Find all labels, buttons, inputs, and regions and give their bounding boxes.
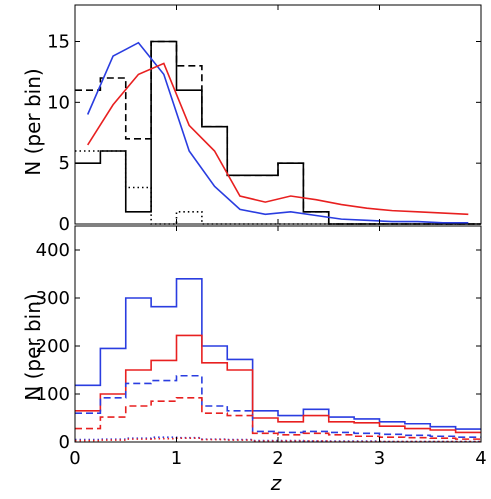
x-tick-label: 1 [171, 448, 182, 469]
y-tick-label: 300 [36, 288, 70, 309]
step-series-solid-1 [75, 334, 481, 434]
line-series-0 [86, 41, 469, 224]
y-tick-label: 5 [59, 153, 70, 174]
x-axis-label: z [270, 471, 282, 495]
y-tick-label: 10 [47, 92, 70, 113]
top-panel: 0 5 10 15 [47, 4, 482, 235]
x-tick-label: 3 [374, 448, 385, 469]
step-series-solid-0 [75, 278, 481, 430]
x-tick-label: 0 [69, 448, 80, 469]
bottom-panel: 0 100 200 300 400 0 1 2 3 4 [36, 225, 487, 469]
step-series-dashed-1 [75, 40, 481, 225]
step-series-dashed-2 [75, 374, 481, 438]
y-tick-label: 200 [36, 336, 70, 357]
x-tick-label: 2 [272, 448, 283, 469]
top-ylabel: N (per bin) [21, 68, 45, 175]
bottom-ylabel: N (per bin) [21, 293, 45, 400]
y-tick-label: 15 [47, 32, 70, 53]
line-series-1 [87, 62, 469, 216]
y-tick-label: 400 [36, 240, 70, 261]
y-tick-label: 0 [59, 214, 70, 235]
step-series-solid-0 [75, 40, 481, 225]
axes-frame [74, 225, 482, 443]
y-tick-label: 0 [59, 432, 70, 453]
step-series-dashed-3 [75, 397, 481, 440]
x-tick-label: 4 [475, 448, 486, 469]
y-tick-label: 100 [36, 384, 70, 405]
axes-frame [74, 4, 482, 225]
